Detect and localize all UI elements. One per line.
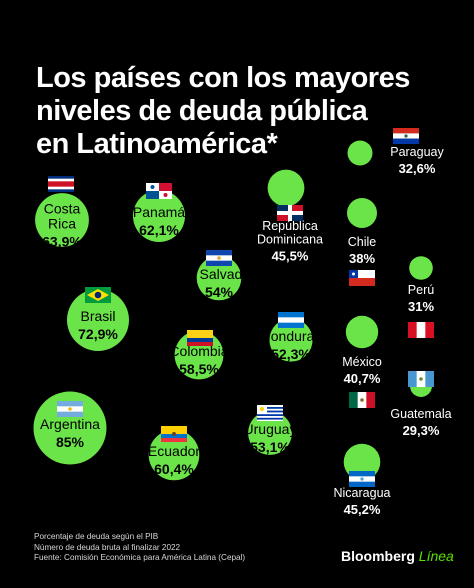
value-label: 32,6%	[399, 161, 436, 176]
flag-dominican-republic-icon	[277, 205, 303, 221]
bubble	[35, 193, 89, 247]
flag-guatemala-icon	[408, 371, 434, 387]
title-line: niveles de deuda pública	[36, 95, 368, 127]
title-line: Los países con los mayores	[36, 62, 410, 94]
footer-note: Porcentaje de deuda según el PIB	[34, 532, 159, 541]
brand-accent: Línea	[418, 548, 454, 564]
flag-paraguay-icon	[393, 128, 419, 144]
value-label: 38%	[349, 251, 375, 266]
bubble	[267, 169, 305, 207]
brand-logo: Bloomberg Línea	[341, 548, 454, 564]
value-label: 58,5%	[179, 361, 219, 377]
chart-title: Los países con los mayores niveles de de…	[36, 62, 410, 161]
country-label: Paraguay	[390, 145, 444, 159]
flag-brazil-icon	[85, 287, 111, 303]
flag-colombia-icon	[187, 330, 213, 346]
bubble	[347, 140, 373, 166]
value-label: 60,4%	[154, 461, 194, 477]
bubble	[409, 256, 433, 280]
value-label: 40,7%	[344, 371, 381, 386]
country-label: Chile	[348, 235, 377, 249]
flag-el-salvador-icon	[206, 250, 232, 266]
value-label: 72,9%	[78, 326, 118, 342]
country-label: Uruguay	[244, 421, 297, 437]
country-label: El Salvador	[183, 266, 255, 282]
bubble	[196, 255, 242, 301]
brand-name: Bloomberg	[341, 548, 415, 564]
country-label: Argentina	[40, 416, 100, 432]
flag-mexico-icon	[349, 392, 375, 408]
footer-source: Fuente: Comisión Económica para América …	[34, 553, 246, 562]
flag-panama-icon	[146, 183, 172, 199]
country-label: México	[342, 355, 382, 369]
country-label: Costa Rica	[44, 200, 81, 231]
flag-argentina-icon	[57, 401, 83, 417]
flag-uruguay-icon	[257, 405, 283, 421]
flag-costa-rica-icon	[48, 176, 74, 192]
flag-ecuador-icon	[161, 426, 187, 442]
value-label: 31%	[408, 299, 434, 314]
country-label: Brasil	[80, 308, 115, 324]
flag-peru-icon	[408, 322, 434, 338]
country-label: Honduras	[261, 328, 322, 344]
value-label: 85%	[56, 434, 85, 450]
bubble	[269, 318, 313, 362]
flag-nicaragua-icon	[349, 471, 375, 487]
value-label: 45,5%	[272, 249, 309, 264]
footer-notes: Porcentaje de deuda según el PIB Número …	[34, 532, 245, 564]
bubble	[347, 198, 377, 228]
value-label: 52,3%	[271, 346, 311, 362]
bubble	[133, 190, 185, 242]
bubble	[67, 289, 129, 351]
country-label: Colombia	[169, 343, 228, 359]
country-label: Guatemala	[390, 407, 451, 421]
country-label: República Dominicana	[257, 219, 323, 247]
country-label: Perú	[408, 283, 434, 297]
country-label: Panamá	[133, 204, 185, 220]
bubble	[33, 391, 107, 465]
footer-note: Número de deuda bruta al finalizar 2022	[34, 542, 181, 552]
value-label: 53,1%	[250, 439, 290, 455]
value-label: 62,1%	[139, 222, 179, 238]
flag-honduras-icon	[278, 312, 304, 328]
country-label: Nicaragua	[334, 486, 391, 500]
value-label: 63,9%	[42, 233, 82, 249]
title-line: en Latinoamérica*	[36, 128, 278, 160]
value-label: 45,2%	[344, 502, 381, 517]
country-label: Ecuador	[148, 443, 200, 459]
bubble	[345, 315, 379, 349]
bubble	[148, 429, 200, 481]
flag-chile-icon	[349, 270, 375, 286]
value-label: 29,3%	[403, 423, 440, 438]
value-label: 54%	[205, 284, 234, 300]
bubble	[248, 411, 292, 455]
